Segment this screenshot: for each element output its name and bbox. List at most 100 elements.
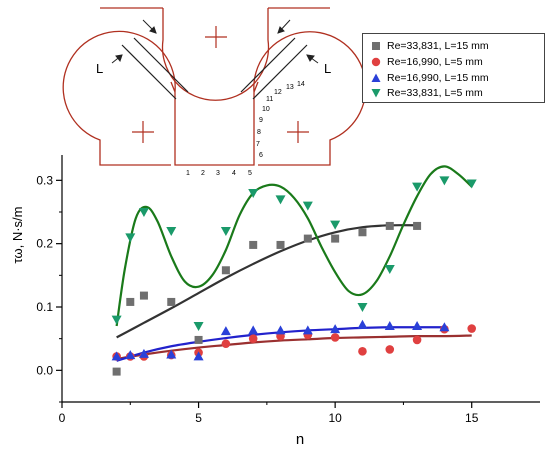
- legend-label-0: Re=33,831, L=15 mm: [387, 40, 489, 52]
- point-series-0: [303, 234, 312, 243]
- legend-label-2: Re=16,990, L=15 mm: [387, 72, 489, 84]
- x-tick-label-3: 15: [465, 411, 479, 425]
- point-series-3: [125, 233, 136, 243]
- point-series-3: [220, 227, 231, 236]
- data-points: [111, 176, 477, 376]
- x-tick-label-1: 5: [195, 411, 202, 425]
- point-series-2: [138, 348, 149, 358]
- point-series-0: [249, 240, 258, 249]
- point-series-3: [330, 220, 341, 230]
- point-series-2: [330, 324, 341, 334]
- point-series-2: [302, 325, 313, 335]
- position-number-6: 6: [259, 152, 263, 159]
- legend-circle-marker: [371, 57, 381, 67]
- x-ticks: 0 5 10 15: [59, 402, 479, 425]
- point-series-1: [385, 345, 395, 354]
- point-series-2: [248, 325, 259, 335]
- point-series-3: [138, 208, 149, 217]
- legend-item-0: Re=33,831, L=15 mm: [371, 39, 489, 53]
- fit-curves: [115, 165, 473, 362]
- position-number-5: 5: [248, 170, 252, 177]
- y-tick-label-1: 0.1: [36, 300, 53, 314]
- label-L-left: L: [96, 61, 103, 76]
- point-series-0: [331, 234, 340, 243]
- fit-curve-series-0: [116, 224, 418, 339]
- point-series-3: [412, 182, 423, 192]
- position-number-9: 9: [259, 117, 263, 124]
- y-tick-label-3: 0.3: [36, 173, 53, 187]
- point-series-1: [330, 333, 340, 342]
- point-series-3: [357, 303, 368, 312]
- geometry-outline: [62, 7, 367, 166]
- point-series-0: [139, 291, 148, 300]
- legend-item-2: Re=16,990, L=15 mm: [371, 71, 489, 85]
- legend-item-3: Re=33,831, L=5 mm: [371, 86, 483, 100]
- point-series-1: [248, 334, 258, 343]
- x-tick-label-0: 0: [59, 411, 66, 425]
- point-series-3: [111, 315, 122, 325]
- position-number-11: 11: [266, 96, 273, 103]
- y-tick-label-0: 0.0: [36, 363, 53, 377]
- point-series-3: [248, 189, 259, 198]
- fit-curve-series-1: [116, 334, 472, 361]
- legend-item-1: Re=16,990, L=5 mm: [371, 55, 483, 69]
- point-series-3: [193, 322, 204, 331]
- point-series-3: [275, 195, 286, 205]
- point-series-2: [125, 350, 136, 360]
- point-series-1: [412, 335, 422, 345]
- point-series-0: [276, 240, 285, 249]
- point-series-0: [167, 297, 176, 306]
- x-tick-label-2: 10: [328, 411, 342, 425]
- position-number-13: 13: [286, 84, 294, 91]
- position-number-3: 3: [216, 170, 220, 177]
- point-series-0: [112, 367, 121, 376]
- point-series-0: [221, 266, 230, 275]
- legend: Re=33,831, L=15 mm Re=16,990, L=5 mm Re=…: [362, 33, 545, 103]
- point-series-0: [358, 228, 367, 237]
- point-series-0: [413, 221, 422, 230]
- point-series-2: [220, 326, 231, 336]
- point-series-2: [357, 319, 368, 329]
- y-ticks: 0.0 0.1 0.2 0.3: [36, 173, 62, 403]
- point-series-2: [166, 349, 177, 359]
- legend-triangle-up-marker: [371, 73, 381, 82]
- legend-label-3: Re=33,831, L=5 mm: [387, 87, 483, 99]
- point-series-3: [302, 201, 313, 211]
- point-series-3: [466, 179, 477, 189]
- point-series-1: [467, 324, 477, 333]
- point-series-2: [275, 325, 286, 335]
- point-series-2: [439, 322, 450, 332]
- position-number-2: 2: [201, 170, 205, 177]
- dimension-arrows: [111, 19, 319, 64]
- point-series-0: [385, 221, 394, 230]
- label-L-right: L: [324, 61, 331, 76]
- position-number-8: 8: [257, 129, 261, 136]
- point-series-2: [384, 321, 395, 330]
- y-axis-label: τω, N·s/m: [10, 207, 25, 264]
- position-number-7: 7: [256, 141, 260, 148]
- position-number-1: 1: [186, 170, 190, 177]
- chart-axes: [61, 155, 540, 403]
- center-crosses: [132, 26, 309, 143]
- point-series-2: [111, 351, 122, 361]
- point-series-1: [358, 347, 367, 356]
- point-series-2: [412, 321, 423, 330]
- legend-square-marker: [372, 42, 380, 50]
- point-series-0: [194, 335, 203, 344]
- position-number-4: 4: [232, 170, 236, 177]
- legend-triangle-down-marker: [371, 89, 381, 98]
- point-series-0: [126, 297, 135, 306]
- position-number-10: 10: [262, 106, 270, 113]
- position-number-12: 12: [274, 89, 282, 96]
- y-tick-label-2: 0.2: [36, 237, 53, 251]
- position-number-14: 14: [297, 81, 305, 88]
- plate-lines: [121, 37, 308, 100]
- fit-curve-series-3: [115, 165, 473, 327]
- point-series-1: [221, 339, 231, 349]
- point-series-2: [193, 351, 204, 361]
- point-series-3: [166, 227, 177, 236]
- legend-label-1: Re=16,990, L=5 mm: [387, 56, 483, 68]
